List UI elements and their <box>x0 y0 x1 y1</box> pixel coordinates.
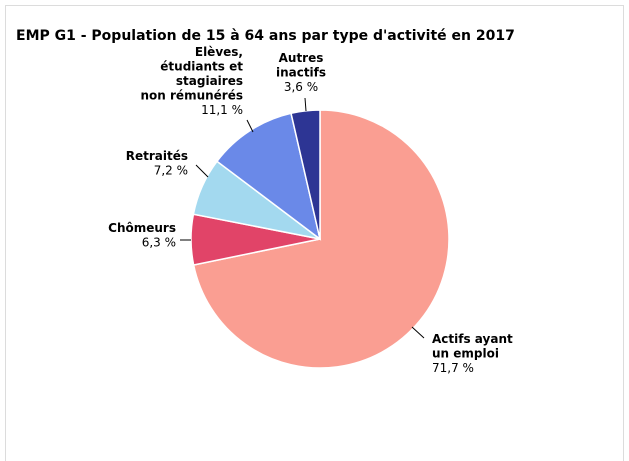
slice-category-label: Elèves, <box>195 45 243 59</box>
slice-value-label: 3,6 % <box>284 80 318 94</box>
leader-line-1 <box>411 326 425 339</box>
pie-slice-5[interactable] <box>290 109 321 240</box>
leader-line-3 <box>195 164 209 178</box>
slice-value-label: 6,3 % <box>142 236 176 250</box>
slice-category-label: Actifs ayant <box>432 332 513 346</box>
slice-value-label: 71,7 % <box>432 361 474 375</box>
slice-category-label: inactifs <box>276 66 326 80</box>
slices-layer <box>190 109 450 369</box>
leader-line-4 <box>246 119 254 133</box>
leader-line-5 <box>304 97 307 112</box>
leader-lines-layer <box>180 97 425 339</box>
chart-title: EMP G1 - Population de 15 à 64 ans par t… <box>16 28 515 44</box>
slice-value-label: 11,1 % <box>201 103 243 117</box>
slice-category-label: Chômeurs <box>108 221 176 235</box>
slice-category-label: étudiants et <box>160 60 243 74</box>
slice-category-label: Autres <box>279 51 324 65</box>
pie-slice-1[interactable] <box>192 109 450 369</box>
slice-category-label: un emploi <box>432 347 499 361</box>
slice-category-label: Retraités <box>126 149 188 163</box>
pie-slice-4[interactable] <box>215 112 322 241</box>
slice-category-label: stagiaires <box>176 74 243 88</box>
slice-category-label: non rémunérés <box>141 89 244 103</box>
slice-value-label: 7,2 % <box>154 164 188 178</box>
